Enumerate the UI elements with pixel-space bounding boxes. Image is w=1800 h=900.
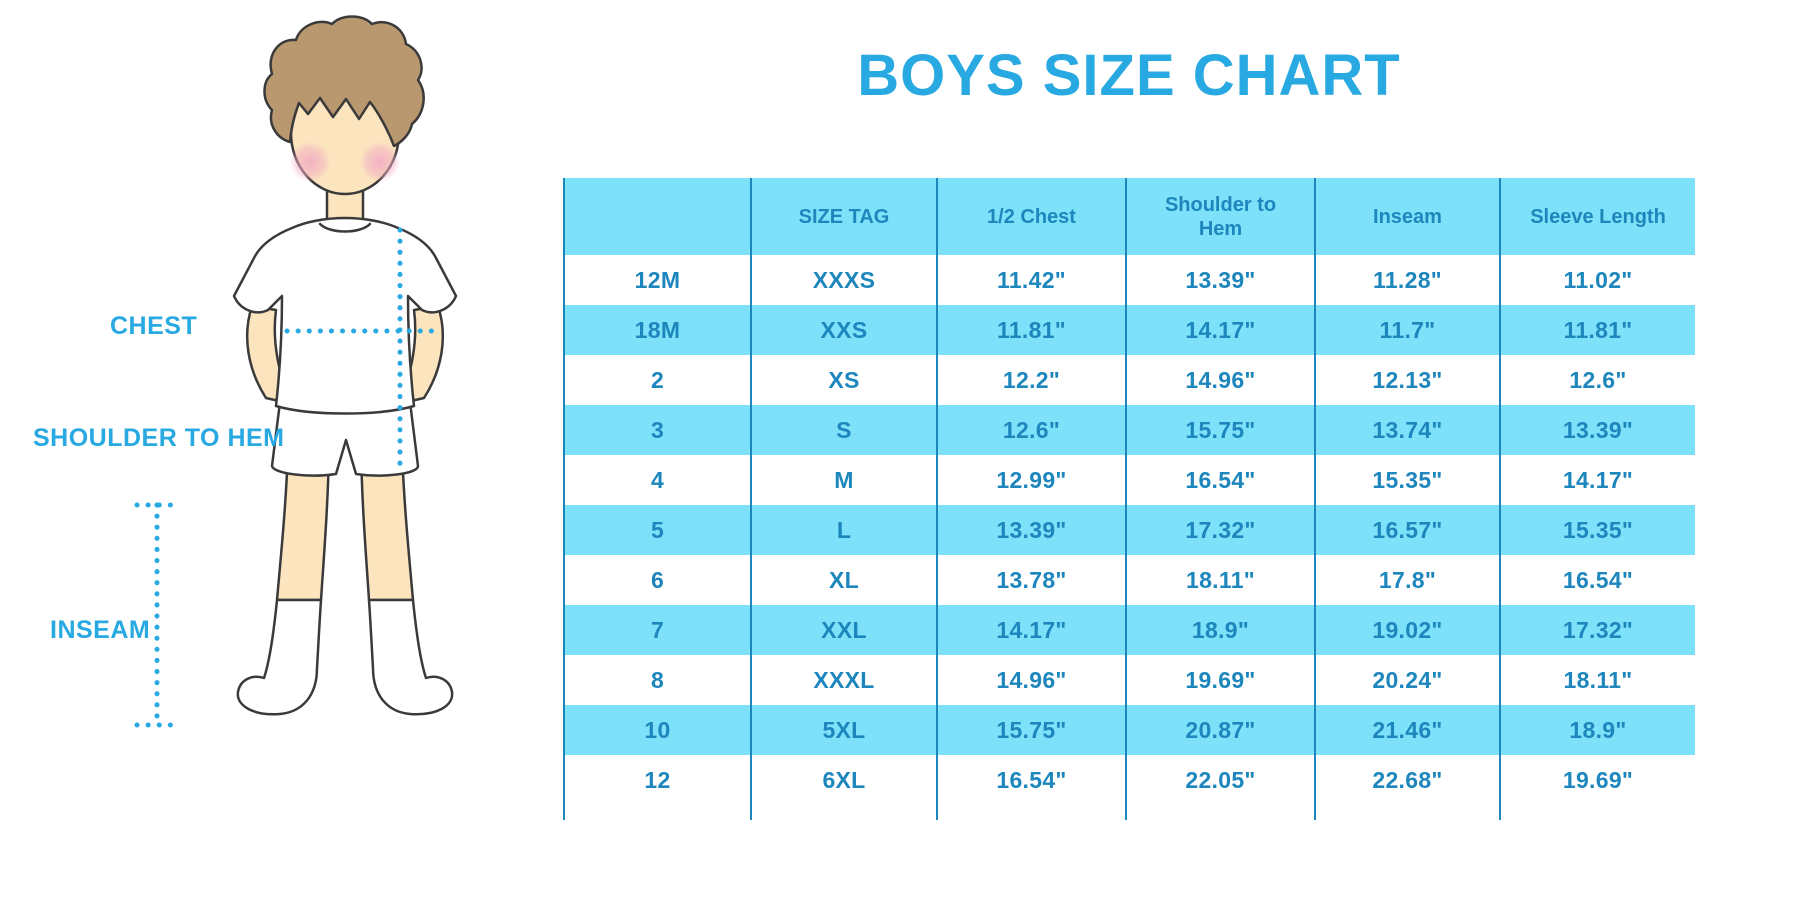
measurement-cell: 18.9" — [1501, 705, 1695, 755]
size-tag-cell: 5XL — [752, 705, 938, 755]
measurement-cell: 20.87" — [1127, 705, 1316, 755]
size-tag-cell: M — [752, 455, 938, 505]
measurement-cell: 17.8" — [1316, 555, 1501, 605]
measurement-cell: 13.39" — [1127, 255, 1316, 305]
measurement-cell: 18.11" — [1563, 666, 1633, 693]
measurement-cell: 15.75" — [1127, 405, 1316, 455]
shorts — [270, 400, 420, 477]
column-header: SIZE TAG — [752, 178, 938, 255]
size-cell: 12 — [563, 755, 752, 805]
measurement-cell: 12.13" — [1316, 355, 1501, 405]
size-cell: 12M — [563, 255, 752, 305]
hair — [263, 15, 425, 148]
measurement-cell: 13.74" — [1316, 405, 1501, 455]
measurement-cell: 17.32" — [1127, 505, 1316, 555]
measurement-cell: 22.05" — [1127, 755, 1316, 805]
column-header: Shoulder to Hem — [1127, 178, 1316, 255]
size-tag-cell: XXL — [752, 605, 938, 655]
measurement-cell: 21.46" — [1316, 705, 1501, 755]
figure-area: CHEST SHOULDER TO HEM INSEAM — [0, 0, 560, 900]
boy-figure-illustration — [134, 15, 458, 728]
size-tag-cell: XXXL — [752, 655, 938, 705]
measurement-cell: 16.54" — [1562, 566, 1634, 593]
measurement-cell: 18.9" — [1127, 605, 1316, 655]
measurement-cell: 15.35" — [1316, 455, 1501, 505]
size-cell: 4 — [563, 455, 752, 505]
size-tag-cell: S — [752, 405, 938, 455]
column-rule-extension — [752, 805, 938, 820]
measurement-cell: 14.96" — [1127, 355, 1316, 405]
measurement-cell: 19.69" — [1127, 655, 1316, 705]
measurement-cell: 16.57" — [1316, 505, 1501, 555]
size-cell: 5 — [563, 505, 752, 555]
column-rule-extension — [1127, 805, 1316, 820]
size-chart-table: SIZE TAG 1/2 Chest Shoulder to Hem Inseam Sl… — [563, 178, 1695, 820]
size-cell: 18M — [563, 305, 752, 355]
size-tag-cell: XXS — [752, 305, 938, 355]
right-cheek-blush — [360, 142, 400, 182]
measurement-cell: 11.7" — [1316, 305, 1501, 355]
measurement-cell: 13.78" — [938, 555, 1127, 605]
column-header: Inseam — [1316, 178, 1501, 255]
measurement-cell: 12.6" — [938, 405, 1127, 455]
measurement-cell: 12.6" — [1569, 366, 1627, 393]
left-cheek-blush — [290, 142, 330, 182]
column-rule-extension — [1316, 805, 1501, 820]
size-cell: 8 — [563, 655, 752, 705]
measurement-cell: 20.24" — [1316, 655, 1501, 705]
size-tag-cell: 6XL — [752, 755, 938, 805]
measurement-cell: 17.32" — [1501, 605, 1695, 655]
page-title: BOYS SIZE CHART — [857, 43, 1401, 108]
size-cell: 7 — [563, 605, 752, 655]
size-tag-cell: XL — [752, 555, 938, 605]
measurement-cell: 16.54" — [1127, 455, 1316, 505]
inseam-measure-line — [134, 502, 180, 728]
measurement-cell: 15.75" — [938, 705, 1127, 755]
measurement-cell: 13.39" — [1501, 405, 1695, 455]
left-sock — [236, 598, 323, 716]
measurement-cell: 19.69" — [1562, 766, 1634, 793]
inseam-label: INSEAM — [50, 616, 151, 644]
measurement-cell: 11.81" — [1501, 305, 1695, 355]
column-rule-extension — [1501, 805, 1695, 820]
column-rule-extension — [563, 805, 752, 820]
size-cell: 6 — [563, 555, 752, 605]
measurement-cell: 14.96" — [938, 655, 1127, 705]
size-tag-cell: L — [752, 505, 938, 555]
right-sock — [367, 598, 454, 716]
measurement-cell: 11.42" — [938, 255, 1127, 305]
measurement-cell: 16.54" — [938, 755, 1127, 805]
collar — [318, 222, 372, 233]
column-header: 1/2 Chest — [938, 178, 1127, 255]
chest-label: CHEST — [110, 312, 198, 340]
size-cell: 10 — [563, 705, 752, 755]
measurement-cell: 19.02" — [1316, 605, 1501, 655]
size-tag-cell: XXXS — [752, 255, 938, 305]
measurement-cell: 18.11" — [1127, 555, 1316, 605]
measurement-cell: 14.17" — [938, 605, 1127, 655]
column-header: Sleeve Length — [1501, 178, 1695, 255]
table-corner-cell — [563, 178, 752, 255]
measurement-cell: 11.81" — [938, 305, 1127, 355]
measurement-cell: 12.2" — [938, 355, 1127, 405]
size-cell: 3 — [563, 405, 752, 455]
measurement-cell: 15.35" — [1501, 505, 1695, 555]
measurement-cell: 13.39" — [938, 505, 1127, 555]
measurement-cell: 14.17" — [1127, 305, 1316, 355]
column-rule-extension — [938, 805, 1127, 820]
measurement-cell: 11.02" — [1563, 266, 1633, 293]
measurement-cell: 11.28" — [1316, 255, 1501, 305]
measurement-cell: 12.99" — [938, 455, 1127, 505]
measurement-cell: 22.68" — [1316, 755, 1501, 805]
size-tag-cell: XS — [752, 355, 938, 405]
shoulder-to-hem-label: SHOULDER TO HEM — [33, 424, 285, 452]
size-cell: 2 — [563, 355, 752, 405]
measurement-cell: 14.17" — [1562, 466, 1634, 493]
